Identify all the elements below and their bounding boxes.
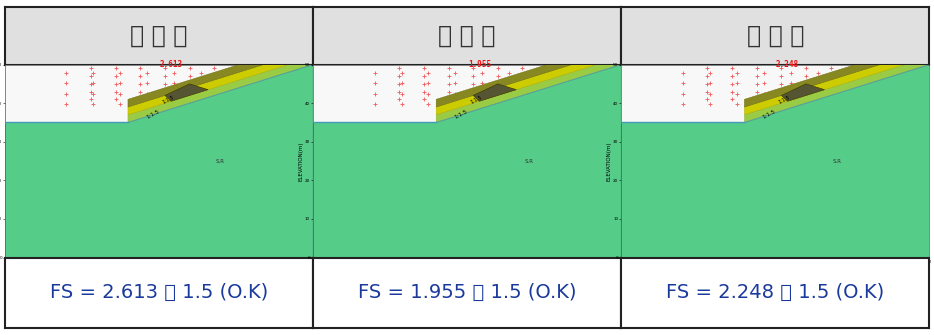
Y-axis label: ELEVATION(m): ELEVATION(m) (607, 141, 612, 181)
Polygon shape (165, 84, 208, 101)
Text: 1:1.5: 1:1.5 (453, 109, 468, 120)
Y-axis label: ELEVATION(m): ELEVATION(m) (299, 141, 304, 181)
Polygon shape (128, 42, 313, 107)
Text: W.R: W.R (322, 63, 330, 67)
Text: FS = 1.955 〉 1.5 (O.K): FS = 1.955 〉 1.5 (O.K) (358, 283, 576, 303)
Text: 건 기 시: 건 기 시 (130, 24, 188, 48)
Text: 1:1.5: 1:1.5 (761, 109, 776, 120)
Polygon shape (744, 42, 929, 107)
X-axis label: DISTANCE(m): DISTANCE(m) (757, 266, 794, 271)
X-axis label: DISTANCE(m): DISTANCE(m) (140, 266, 177, 271)
Text: 1:1.5: 1:1.5 (162, 94, 175, 105)
Polygon shape (5, 65, 313, 258)
Text: S.R: S.R (832, 158, 842, 163)
Text: W.S: W.S (322, 55, 330, 59)
Polygon shape (128, 57, 313, 123)
Text: 우 기 시: 우 기 시 (438, 24, 496, 48)
Polygon shape (744, 49, 929, 115)
Text: F.R: F.R (630, 47, 636, 51)
Polygon shape (436, 65, 621, 123)
Polygon shape (744, 57, 929, 123)
Polygon shape (436, 57, 621, 123)
Text: 1.955: 1.955 (468, 60, 491, 69)
Polygon shape (128, 49, 313, 115)
X-axis label: DISTANCE(m): DISTANCE(m) (448, 266, 486, 271)
Polygon shape (474, 84, 517, 101)
Text: FS = 2.613 〉 1.5 (O.K): FS = 2.613 〉 1.5 (O.K) (50, 283, 268, 303)
Text: W.S: W.S (630, 55, 638, 59)
Text: W.R: W.R (630, 63, 638, 67)
Text: S.R: S.R (216, 158, 225, 163)
Text: 1:1.5: 1:1.5 (145, 109, 160, 120)
Polygon shape (128, 65, 313, 123)
Text: 2.248: 2.248 (776, 60, 800, 69)
Text: FS = 2.248 〉 1.5 (O.K): FS = 2.248 〉 1.5 (O.K) (666, 283, 884, 303)
Text: F.R: F.R (322, 47, 328, 51)
Text: 1:1.5: 1:1.5 (470, 94, 483, 105)
Polygon shape (782, 84, 825, 101)
Text: 2.613: 2.613 (160, 60, 183, 69)
Polygon shape (744, 65, 929, 123)
Text: 지 진 시: 지 진 시 (746, 24, 804, 48)
Polygon shape (313, 65, 621, 258)
Polygon shape (621, 65, 929, 258)
Polygon shape (436, 42, 621, 107)
Polygon shape (436, 49, 621, 115)
Text: S.R: S.R (524, 158, 533, 163)
Text: 1:1.5: 1:1.5 (778, 94, 791, 105)
